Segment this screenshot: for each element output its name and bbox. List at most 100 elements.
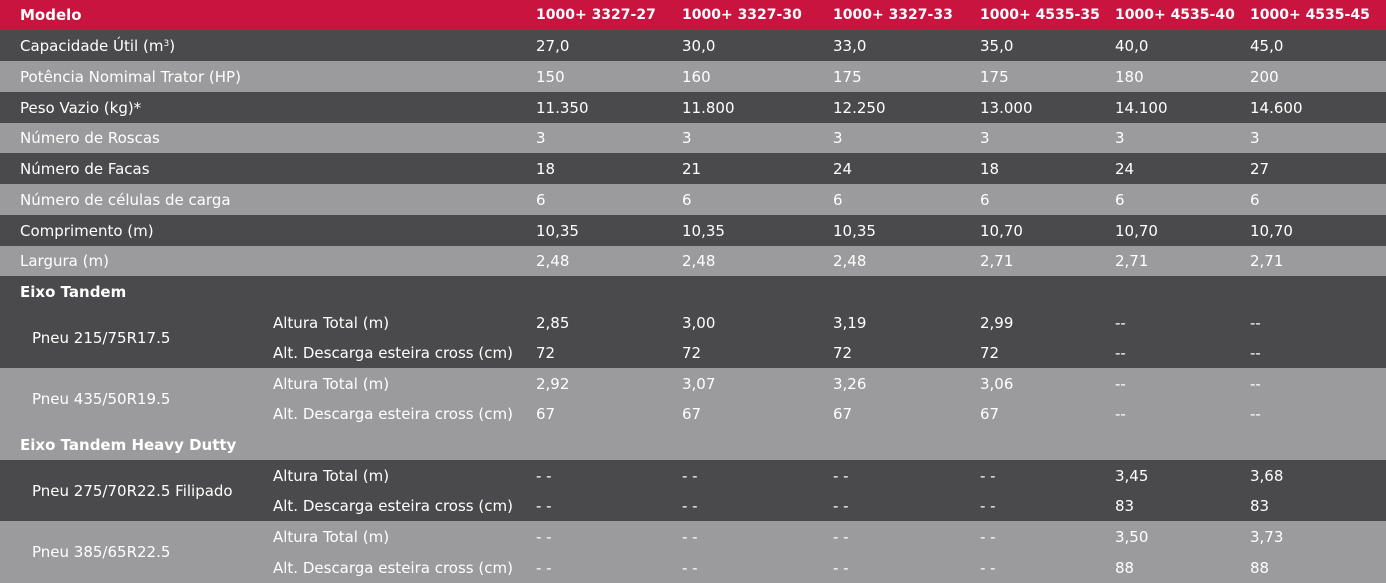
header-model-6: 1000+ 4535-45: [1250, 7, 1370, 23]
row-value: 67: [833, 405, 853, 423]
row-label: Largura (m): [20, 252, 109, 270]
row-value: - -: [980, 466, 996, 485]
row-value: 11.350: [536, 98, 589, 117]
row-value: - -: [833, 558, 849, 577]
row-value: 10,35: [536, 221, 579, 240]
header-model-label: Modelo: [20, 6, 82, 24]
table-row: Altura Total (m) - - - - - - - - 3,45 3,…: [0, 460, 1386, 491]
table-row: Capacidade Útil (m 3) 27,0 30,0 33,0 35,0…: [0, 30, 1386, 61]
row-label: Altura Total (m): [273, 466, 390, 485]
row-value: 6: [1115, 190, 1125, 209]
row-value: 88: [1250, 558, 1270, 577]
row-value: 3,26: [833, 374, 867, 393]
table-row: Altura Total (m) 2,92 3,07 3,26 3,06 -- …: [0, 368, 1386, 399]
row-value: - -: [682, 527, 698, 546]
row-value: 67: [536, 405, 556, 423]
row-value: - -: [682, 497, 698, 515]
row-value: --: [1250, 374, 1261, 393]
row-value: 10,70: [1250, 221, 1293, 240]
section-title-row: Eixo Tandem Heavy Dutty: [0, 429, 1386, 460]
row-value: 10,35: [682, 221, 725, 240]
row-value: --: [1115, 405, 1126, 423]
row-value: 150: [536, 67, 565, 86]
row-value: 72: [682, 344, 702, 362]
row-value: 180: [1115, 67, 1144, 86]
row-label: Altura Total (m): [273, 374, 390, 393]
tire-label: Pneu 275/70R22.5 Filipado: [32, 481, 233, 500]
row-value: 2,71: [1250, 252, 1284, 270]
row-value: 3: [833, 129, 843, 147]
row-value: 33,0: [833, 36, 867, 55]
row-value: --: [1250, 344, 1261, 362]
table-row: Largura (m) 2,48 2,48 2,48 2,71 2,71 2,7…: [0, 246, 1386, 276]
row-value: - -: [980, 558, 996, 577]
row-label: Comprimento (m): [20, 221, 154, 240]
row-value: 3: [1250, 129, 1260, 147]
table-row: Altura Total (m) - - - - - - - - 3,50 3,…: [0, 521, 1386, 552]
row-label-suffix: ): [169, 36, 176, 55]
row-label-text: Capacidade Útil (m: [20, 36, 164, 55]
row-label: Potência Nomimal Trator (HP): [20, 67, 241, 86]
table-row: Alt. Descarga esteira cross (cm) - - - -…: [0, 491, 1386, 521]
tire-label: Pneu 435/50R19.5: [32, 389, 171, 408]
row-value: 24: [833, 159, 853, 178]
table-row: Número de células de carga 6 6 6 6 6 6: [0, 184, 1386, 215]
row-value: 13.000: [980, 98, 1033, 117]
header-model-3: 1000+ 3327-33: [833, 7, 953, 23]
row-value: - -: [536, 527, 552, 546]
table-row: Alt. Descarga esteira cross (cm) 72 72 7…: [0, 338, 1386, 368]
row-value: 2,85: [536, 313, 570, 332]
row-value: - -: [536, 497, 552, 515]
row-value: 67: [980, 405, 1000, 423]
row-value: 83: [1250, 497, 1270, 515]
header-model-2: 1000+ 3327-30: [682, 7, 802, 23]
row-value: 3: [682, 129, 692, 147]
row-label: Peso Vazio (kg)*: [20, 98, 142, 117]
header-model-5: 1000+ 4535-40: [1115, 7, 1235, 23]
table-header-row: Modelo 1000+ 3327-27 1000+ 3327-30 1000+…: [0, 0, 1386, 30]
table-row: Potência Nomimal Trator (HP) 150 160 175…: [0, 61, 1386, 92]
section-title: Eixo Tandem: [20, 282, 127, 301]
row-value: 6: [833, 190, 843, 209]
row-label: Número de Facas: [20, 159, 150, 178]
row-value: 83: [1115, 497, 1135, 515]
row-value: --: [1115, 313, 1126, 332]
row-value: 175: [833, 67, 862, 86]
row-value: 160: [682, 67, 711, 86]
row-value: 6: [1250, 190, 1260, 209]
row-value: 3: [980, 129, 990, 147]
header-model-4: 1000+ 4535-35: [980, 7, 1100, 23]
row-value: 2,71: [980, 252, 1014, 270]
row-value: 3,06: [980, 374, 1014, 393]
row-value: 2,48: [682, 252, 716, 270]
row-value: 27,0: [536, 36, 570, 55]
row-value: 2,71: [1115, 252, 1149, 270]
table-row: Peso Vazio (kg)* 11.350 11.800 12.250 13…: [0, 92, 1386, 123]
header-model-1: 1000+ 3327-27: [536, 7, 656, 23]
row-value: 11.800: [682, 98, 735, 117]
row-value: - -: [682, 466, 698, 485]
row-label: Alt. Descarga esteira cross (cm): [273, 558, 513, 577]
row-label: Alt. Descarga esteira cross (cm): [273, 497, 513, 515]
row-value: 2,99: [980, 313, 1014, 332]
row-value: 72: [980, 344, 1000, 362]
row-value: 6: [980, 190, 990, 209]
row-value: 3,19: [833, 313, 867, 332]
section-title-row: Eixo Tandem: [0, 276, 1386, 307]
row-value: 12.250: [833, 98, 886, 117]
row-value: - -: [536, 558, 552, 577]
row-value: 2,48: [536, 252, 570, 270]
row-value: 6: [536, 190, 546, 209]
row-value: - -: [833, 497, 849, 515]
row-value: 21: [682, 159, 702, 178]
row-value: - -: [980, 527, 996, 546]
row-value: 72: [536, 344, 556, 362]
table-row: Comprimento (m) 10,35 10,35 10,35 10,70 …: [0, 215, 1386, 246]
tire-group: Pneu 215/75R17.5: [0, 307, 1386, 368]
row-value: 2,92: [536, 374, 570, 393]
row-value: 10,35: [833, 221, 876, 240]
table-row: Número de Roscas 3 3 3 3 3 3: [0, 123, 1386, 153]
table-row: Altura Total (m) 2,85 3,00 3,19 2,99 -- …: [0, 307, 1386, 338]
row-value: 3,68: [1250, 466, 1284, 485]
